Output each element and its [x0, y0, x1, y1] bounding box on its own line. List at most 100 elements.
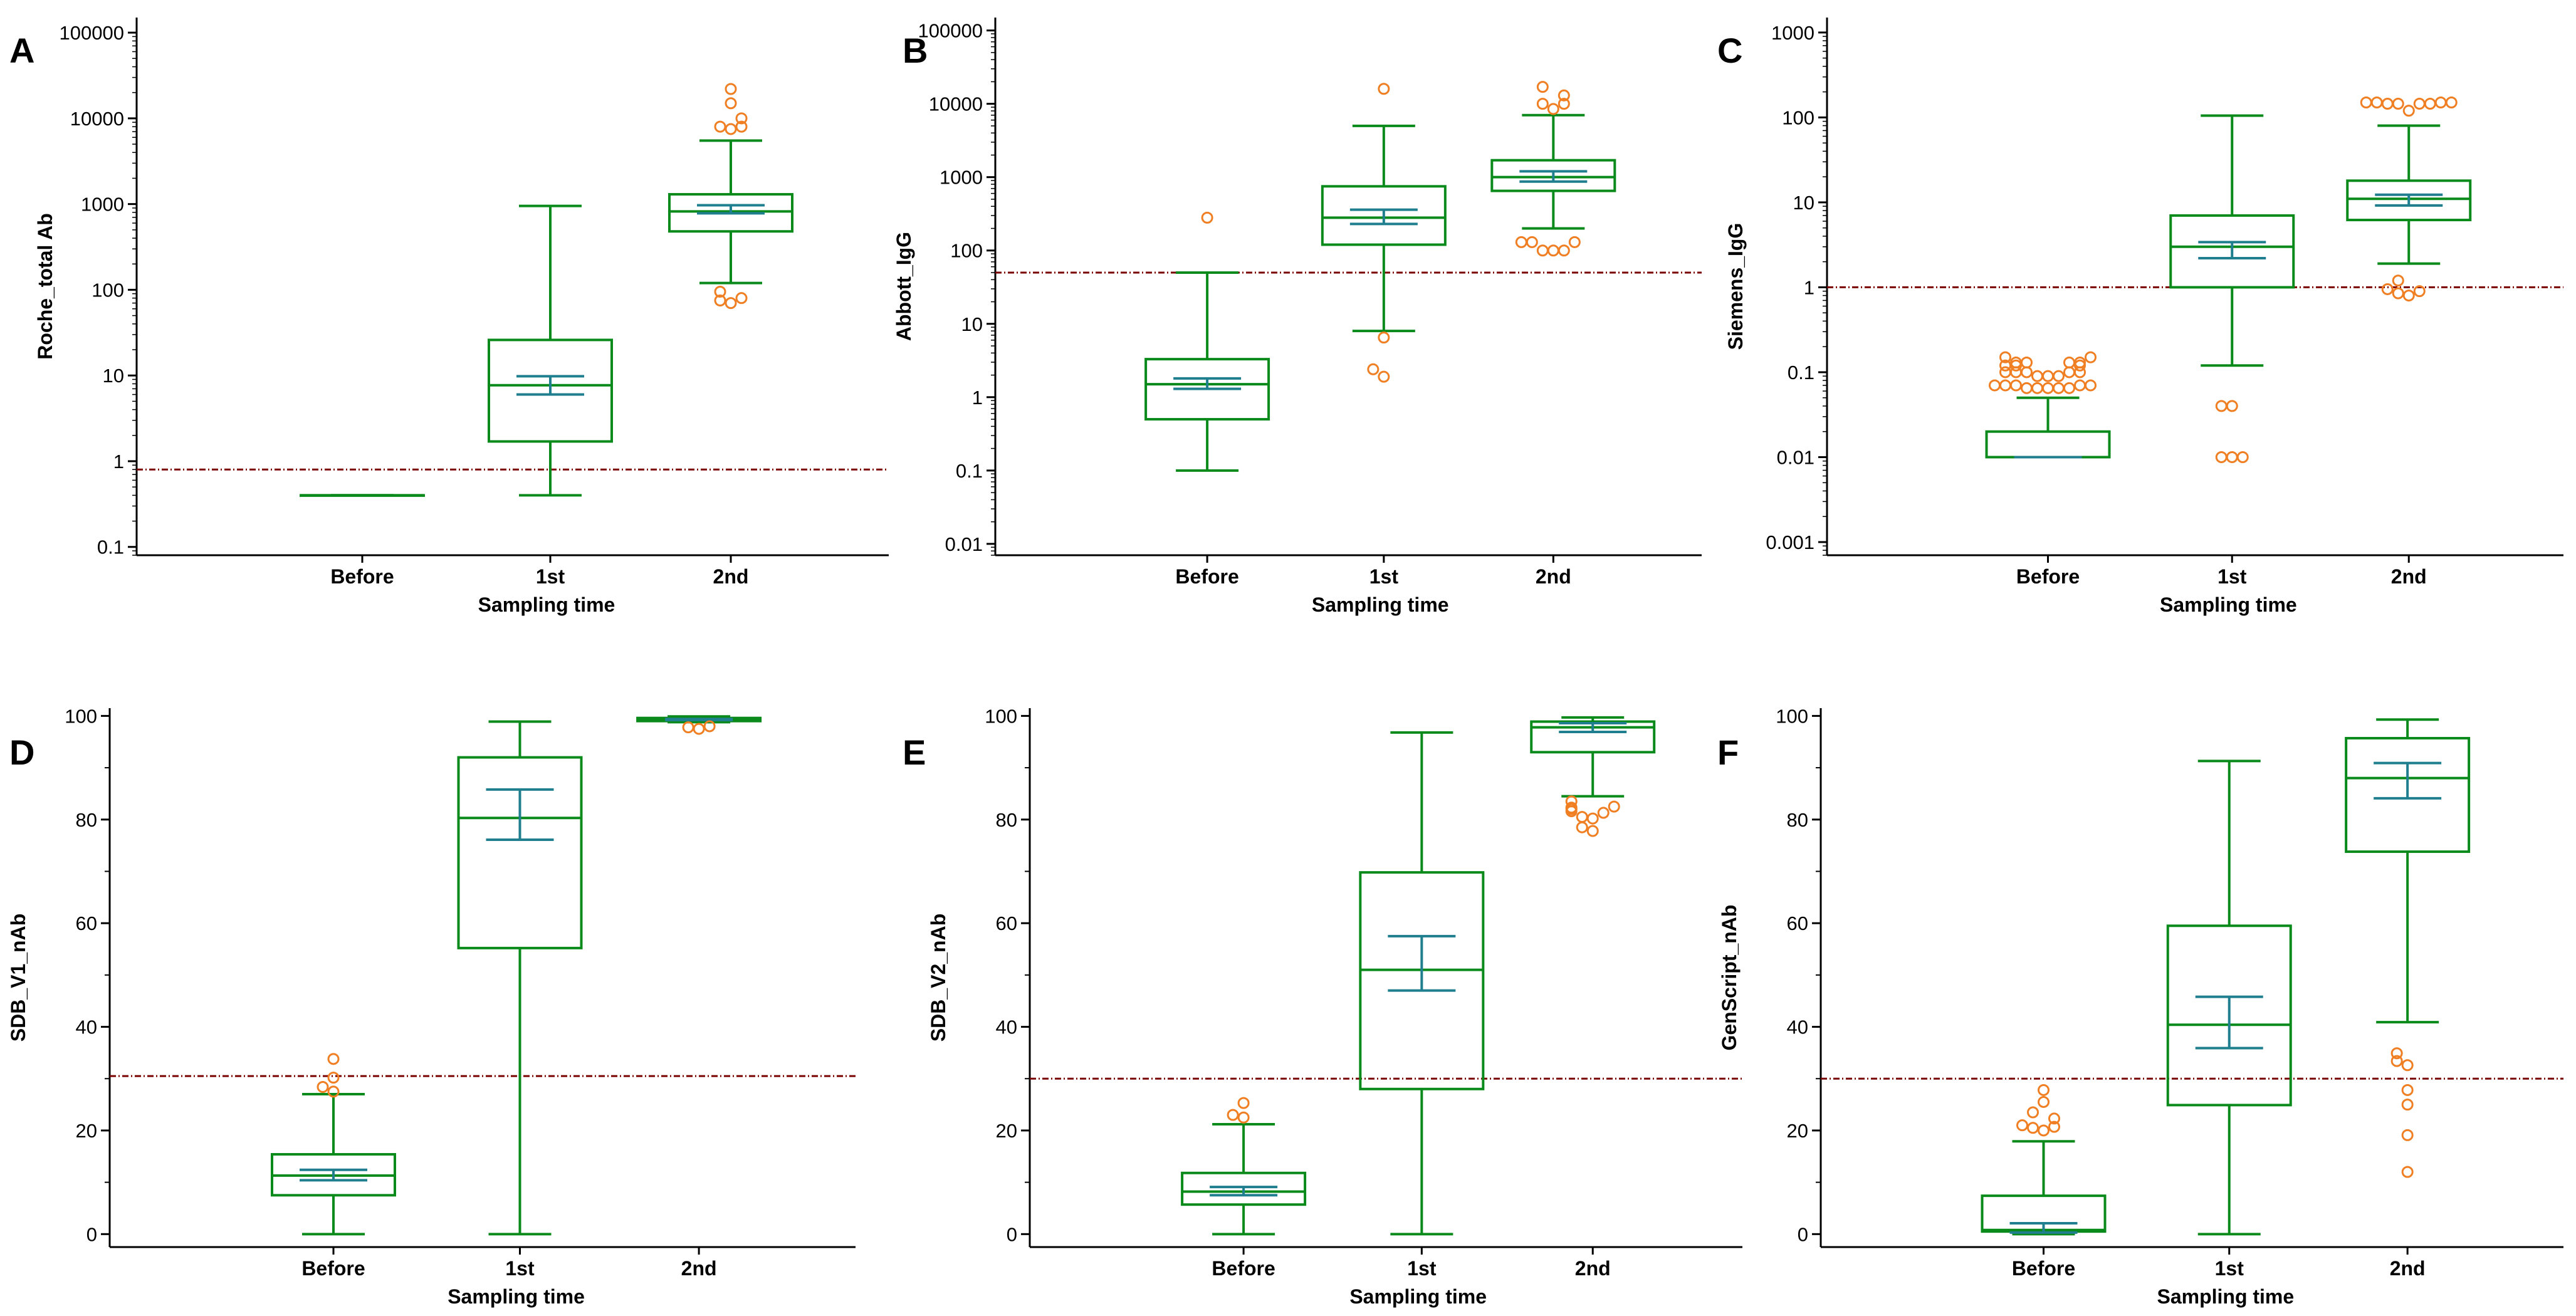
- panel-d: 0 20 40 60 80 100 SDB_V1_nAb D Before 1st 2nd Sampl…: [7, 705, 856, 1308]
- x-tick-label: 1st: [505, 1257, 535, 1280]
- y-tick-label: 40: [996, 1016, 1017, 1038]
- box-1st: [2166, 760, 2292, 1236]
- outlier-point: [327, 1053, 340, 1065]
- outlier-point: [1378, 83, 1390, 95]
- outlier-point: [1576, 821, 1588, 833]
- outlier-point: [2401, 1129, 2414, 1141]
- outlier-point: [2021, 366, 2033, 379]
- x-axis-title: Sampling time: [478, 593, 615, 616]
- y-tick-label: 100: [950, 240, 983, 262]
- outlier-point: [2042, 370, 2054, 382]
- outlier-point: [1378, 332, 1390, 344]
- outlier-point: [693, 723, 705, 735]
- outlier-point: [2215, 400, 2228, 412]
- outlier-point: [1586, 825, 1599, 837]
- outlier-point: [2048, 1120, 2060, 1133]
- y-tick-label: 1: [972, 387, 983, 409]
- box-iqr: [1530, 720, 1656, 754]
- box-iqr: [1144, 358, 1270, 421]
- outlier-point: [2401, 1099, 2414, 1111]
- y-tick-label: 100: [1776, 705, 1808, 727]
- y-tick-label: 0.01: [1777, 446, 1814, 468]
- panel-f: 0 20 40 60 80 100 GenScript_nAb F Before 1st 2nd Sa…: [1717, 705, 2563, 1308]
- x-tick-label: Before: [301, 1257, 365, 1280]
- outlier-point: [1597, 807, 1610, 819]
- box-2nd: [1530, 716, 1656, 837]
- panel-b: 0.01 0.1 1 10 100 1000 10000 100000 Abbott_IgG B B…: [893, 18, 1702, 616]
- panel-e: 0 20 40 60 80 100 SDB_V2_nAb E Before 1st 2nd Sampl…: [903, 705, 1742, 1308]
- outlier-point: [1565, 795, 1578, 808]
- panel-letter: F: [1717, 733, 1739, 772]
- y-tick-label: 80: [1787, 809, 1808, 831]
- box-2nd: [636, 715, 762, 735]
- outlier-point: [1237, 1111, 1250, 1124]
- box-before: [1181, 1097, 1307, 1236]
- outlier-point: [725, 83, 737, 95]
- x-tick-label: 2nd: [681, 1257, 717, 1280]
- x-tick-label: 1st: [1407, 1257, 1437, 1280]
- box-before: [1981, 1084, 2107, 1236]
- outlier-point: [714, 295, 726, 307]
- x-tick-label: 1st: [536, 565, 565, 588]
- x-tick-label: 1st: [2217, 565, 2247, 588]
- outlier-point: [2031, 370, 2043, 382]
- x-tick-label: 2nd: [1575, 1257, 1611, 1280]
- outlier-point: [1999, 379, 2011, 392]
- outlier-point: [735, 120, 748, 133]
- panel-c: 0.001 0.01 0.1 1 10 100 1000 Siemens_IgG C Before…: [1717, 18, 2563, 616]
- y-tick-label: 0.01: [945, 533, 983, 555]
- outlier-point: [1547, 244, 1559, 257]
- panel-letter: A: [9, 31, 34, 70]
- box-before: [271, 1053, 396, 1236]
- box-2nd: [2346, 97, 2472, 302]
- x-tick-label: 1st: [1369, 565, 1399, 588]
- box-2nd: [2345, 718, 2471, 1178]
- box-iqr: [2169, 214, 2295, 289]
- outlier-point: [2413, 285, 2426, 298]
- outlier-point: [2401, 1059, 2414, 1072]
- outlier-point: [1999, 351, 2011, 363]
- panel-letter: D: [9, 733, 34, 772]
- y-tick-label: 0.001: [1766, 531, 1814, 553]
- outlier-point: [1367, 363, 1380, 375]
- box-before: [1985, 351, 2111, 459]
- box-iqr: [1985, 430, 2111, 459]
- y-tick-label: 0: [86, 1223, 97, 1245]
- outlier-point: [1999, 359, 2011, 372]
- outlier-point: [1227, 1109, 1239, 1121]
- x-tick-label: Before: [1212, 1257, 1275, 1280]
- outlier-point: [1378, 370, 1390, 383]
- outlier-point: [1999, 366, 2011, 379]
- x-tick-label: Before: [2012, 1257, 2075, 1280]
- box-iqr: [668, 193, 793, 233]
- x-axis-title: Sampling time: [2157, 1285, 2294, 1308]
- y-tick-label: 20: [76, 1120, 97, 1142]
- box-1st: [488, 204, 613, 497]
- outlier-point: [2053, 382, 2065, 394]
- outlier-point: [2215, 451, 2228, 463]
- x-tick-label: 2nd: [2390, 1257, 2426, 1280]
- outlier-point: [2445, 97, 2458, 109]
- outlier-point: [2021, 357, 2033, 369]
- outlier-point: [2370, 97, 2383, 109]
- outlier-point: [1989, 379, 2001, 392]
- outlier-point: [2413, 98, 2426, 110]
- outlier-point: [2074, 379, 2086, 392]
- y-tick-label: 80: [76, 809, 97, 831]
- box-1st: [1321, 83, 1447, 383]
- y-tick-label: 10000: [70, 108, 124, 130]
- y-tick-label: 0.1: [1788, 362, 1814, 384]
- y-tick-label: 1000: [1771, 22, 1814, 44]
- outlier-point: [2226, 451, 2238, 463]
- y-tick-label: 80: [996, 809, 1017, 831]
- y-tick-label: 100000: [918, 20, 983, 42]
- outlier-point: [1576, 811, 1588, 823]
- outlier-point: [2038, 1095, 2050, 1108]
- outlier-point: [327, 1085, 340, 1098]
- outlier-point: [725, 297, 737, 310]
- outlier-point: [1536, 98, 1549, 110]
- outlier-point: [703, 720, 716, 733]
- x-axis-title: Sampling time: [2160, 593, 2297, 616]
- y-axis-title: Abbott_IgG: [893, 232, 915, 341]
